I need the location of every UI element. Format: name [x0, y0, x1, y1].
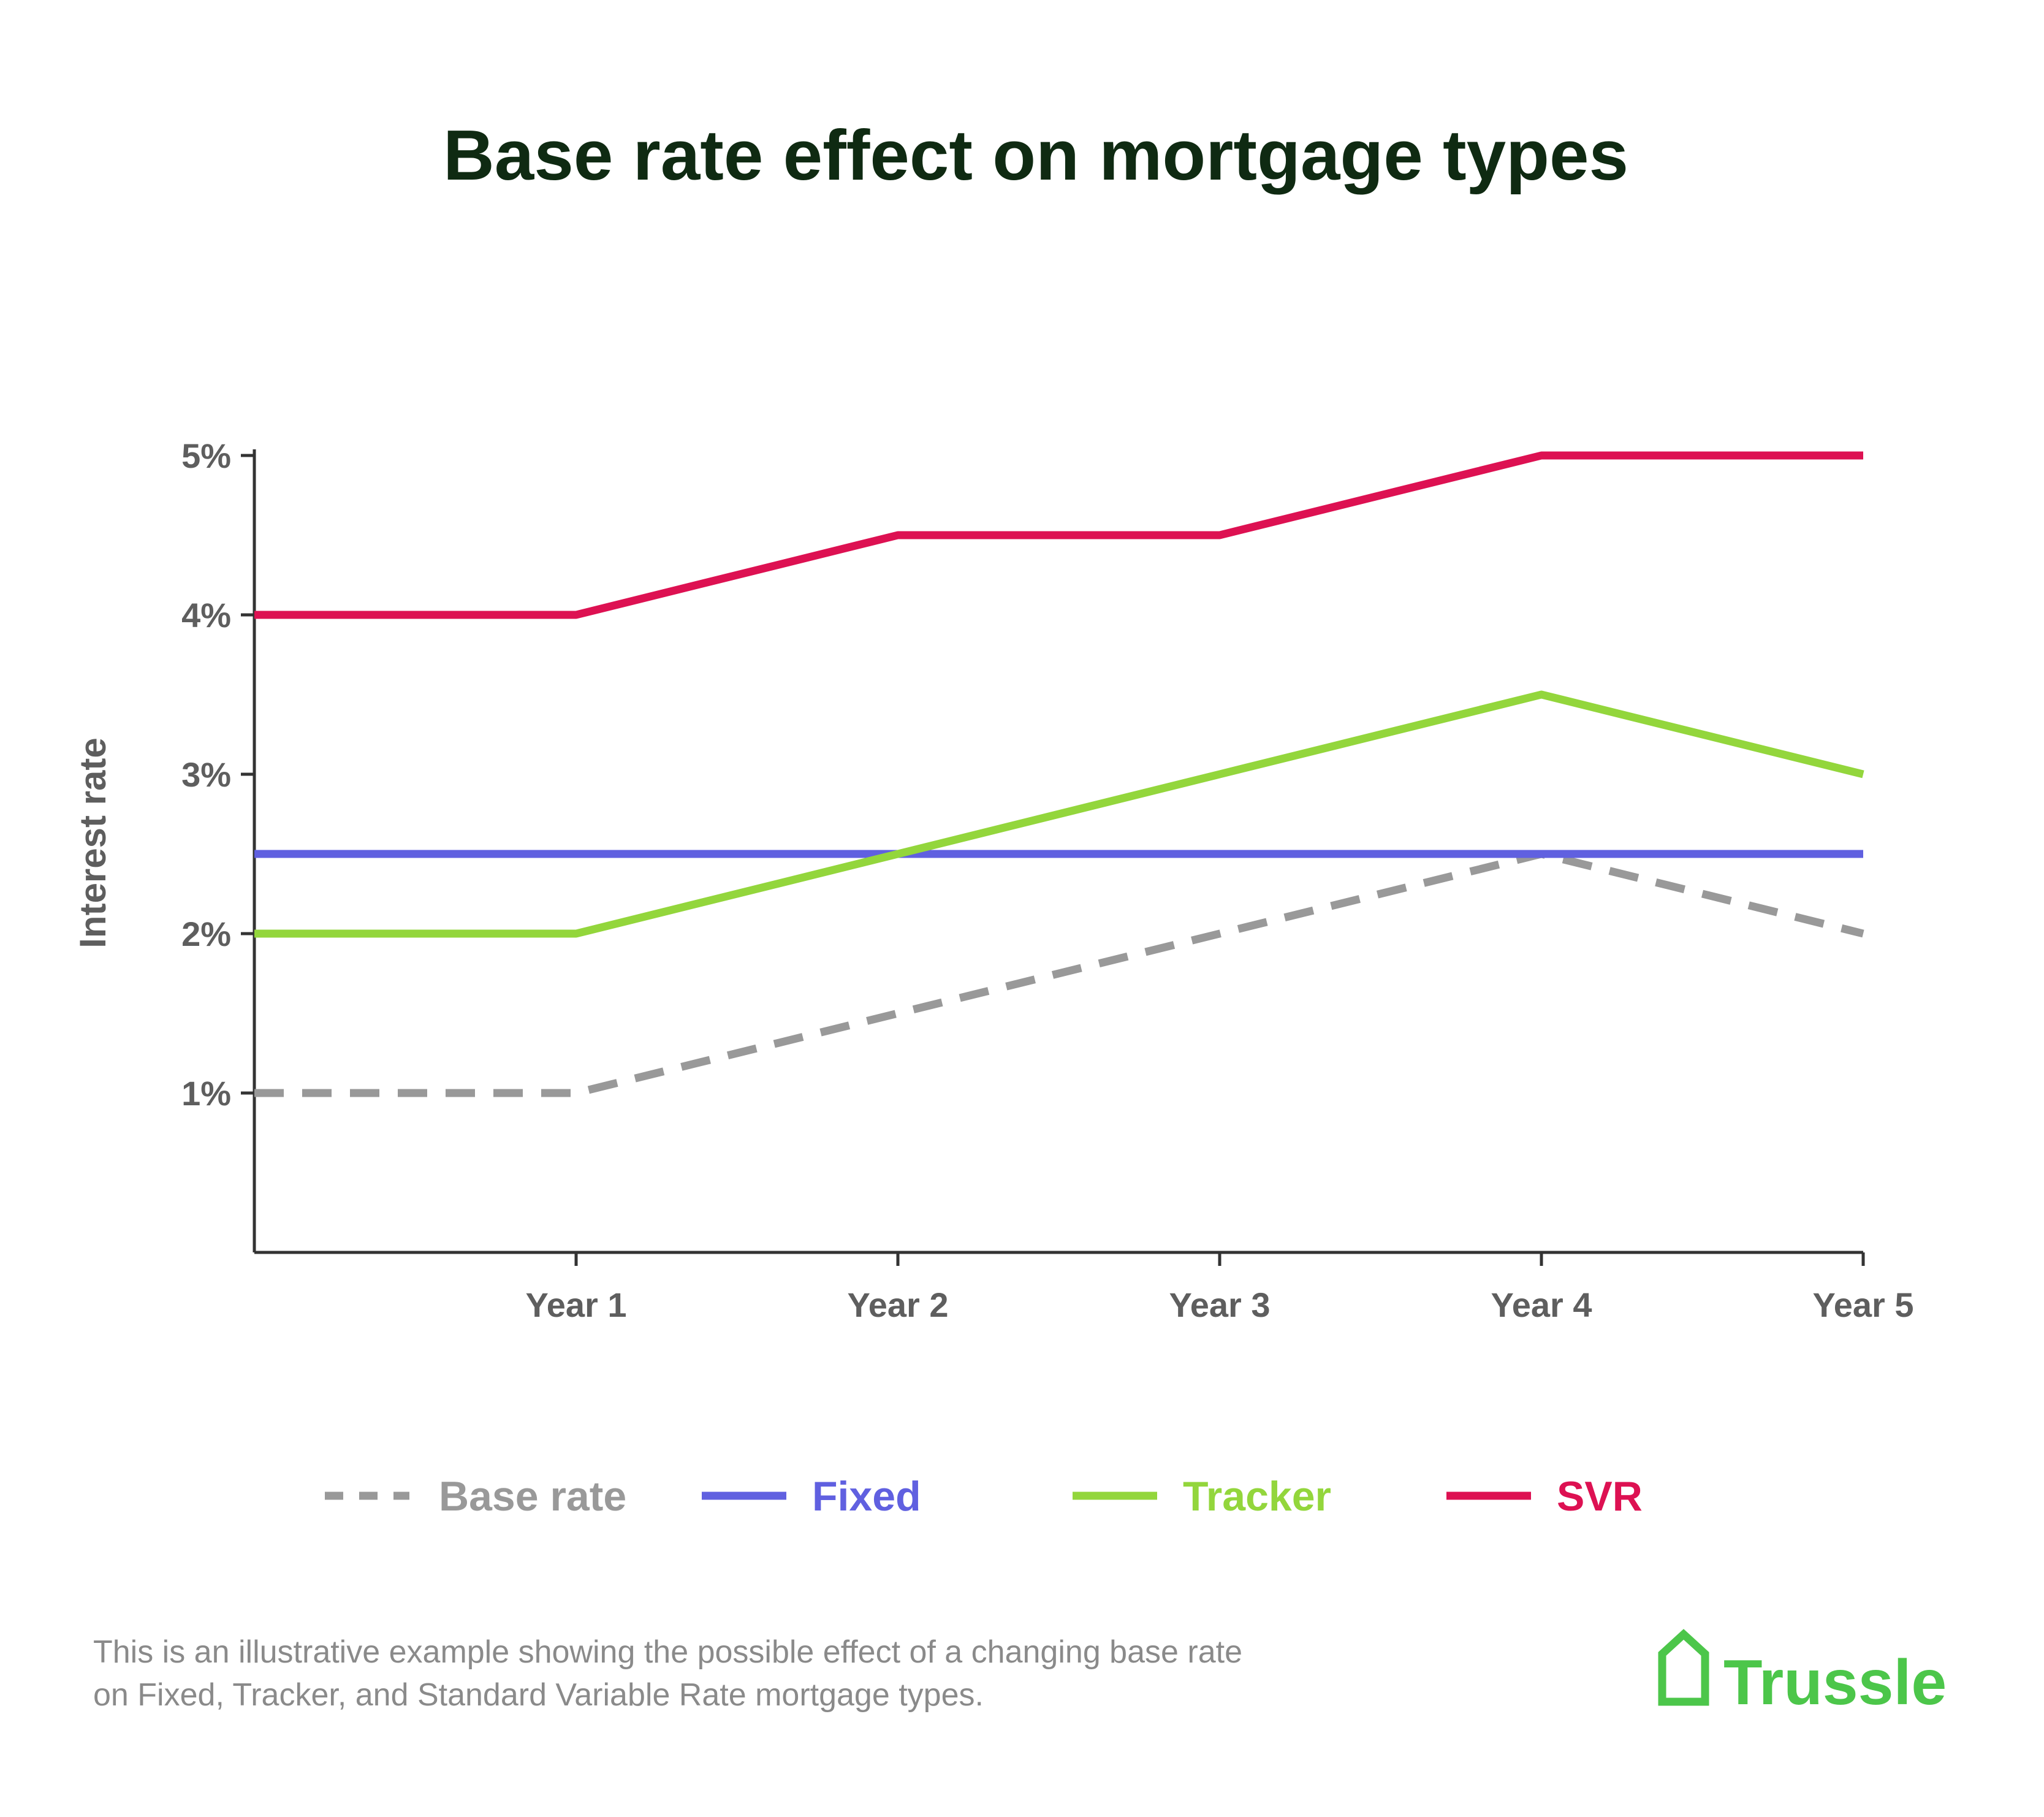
- footnote-line-2: on Fixed, Tracker, and Standard Variable…: [93, 1677, 984, 1713]
- x-tick-label: Year 2: [847, 1286, 948, 1324]
- y-ticks: 1% 2% 3% 4% 5%: [181, 436, 254, 1113]
- series-line-svr: [254, 451, 1863, 619]
- y-tick-label: 2%: [181, 915, 231, 953]
- legend-label: Tracker: [1183, 1473, 1331, 1520]
- footnote-line-1: This is an illustrative example showing …: [93, 1634, 1242, 1670]
- x-ticks: Year 1 Year 2 Year 3 Year 4 Year 5: [525, 1252, 1914, 1324]
- legend: Base rate Fixed Tracker SVR: [325, 1473, 1643, 1520]
- x-tick-label: Year 3: [1169, 1286, 1270, 1324]
- x-tick-label: Year 5: [1812, 1286, 1913, 1324]
- brand-logo: Trussle: [1658, 1629, 1947, 1718]
- series-line-base-rate: [254, 850, 1864, 1097]
- legend-label: SVR: [1557, 1473, 1643, 1520]
- brand-name: Trussle: [1723, 1647, 1947, 1718]
- house-icon: [1658, 1629, 1709, 1706]
- y-tick-label: 3%: [181, 755, 231, 794]
- series-line-tracker: [254, 690, 1864, 938]
- y-axis-title: Interest rate: [72, 737, 113, 948]
- y-axis-title-group: Interest rate: [72, 737, 113, 948]
- y-tick-label: 1%: [181, 1074, 231, 1113]
- x-tick-label: Year 4: [1491, 1286, 1592, 1324]
- y-tick-label: 4%: [181, 596, 231, 634]
- legend-label: Base rate: [439, 1473, 626, 1520]
- y-tick-label: 5%: [181, 436, 231, 475]
- legend-label: Fixed: [812, 1473, 921, 1520]
- x-tick-label: Year 1: [525, 1286, 626, 1324]
- series-lines: [254, 451, 1864, 1097]
- chart-title: Base rate effect on mortgage types: [443, 115, 1628, 195]
